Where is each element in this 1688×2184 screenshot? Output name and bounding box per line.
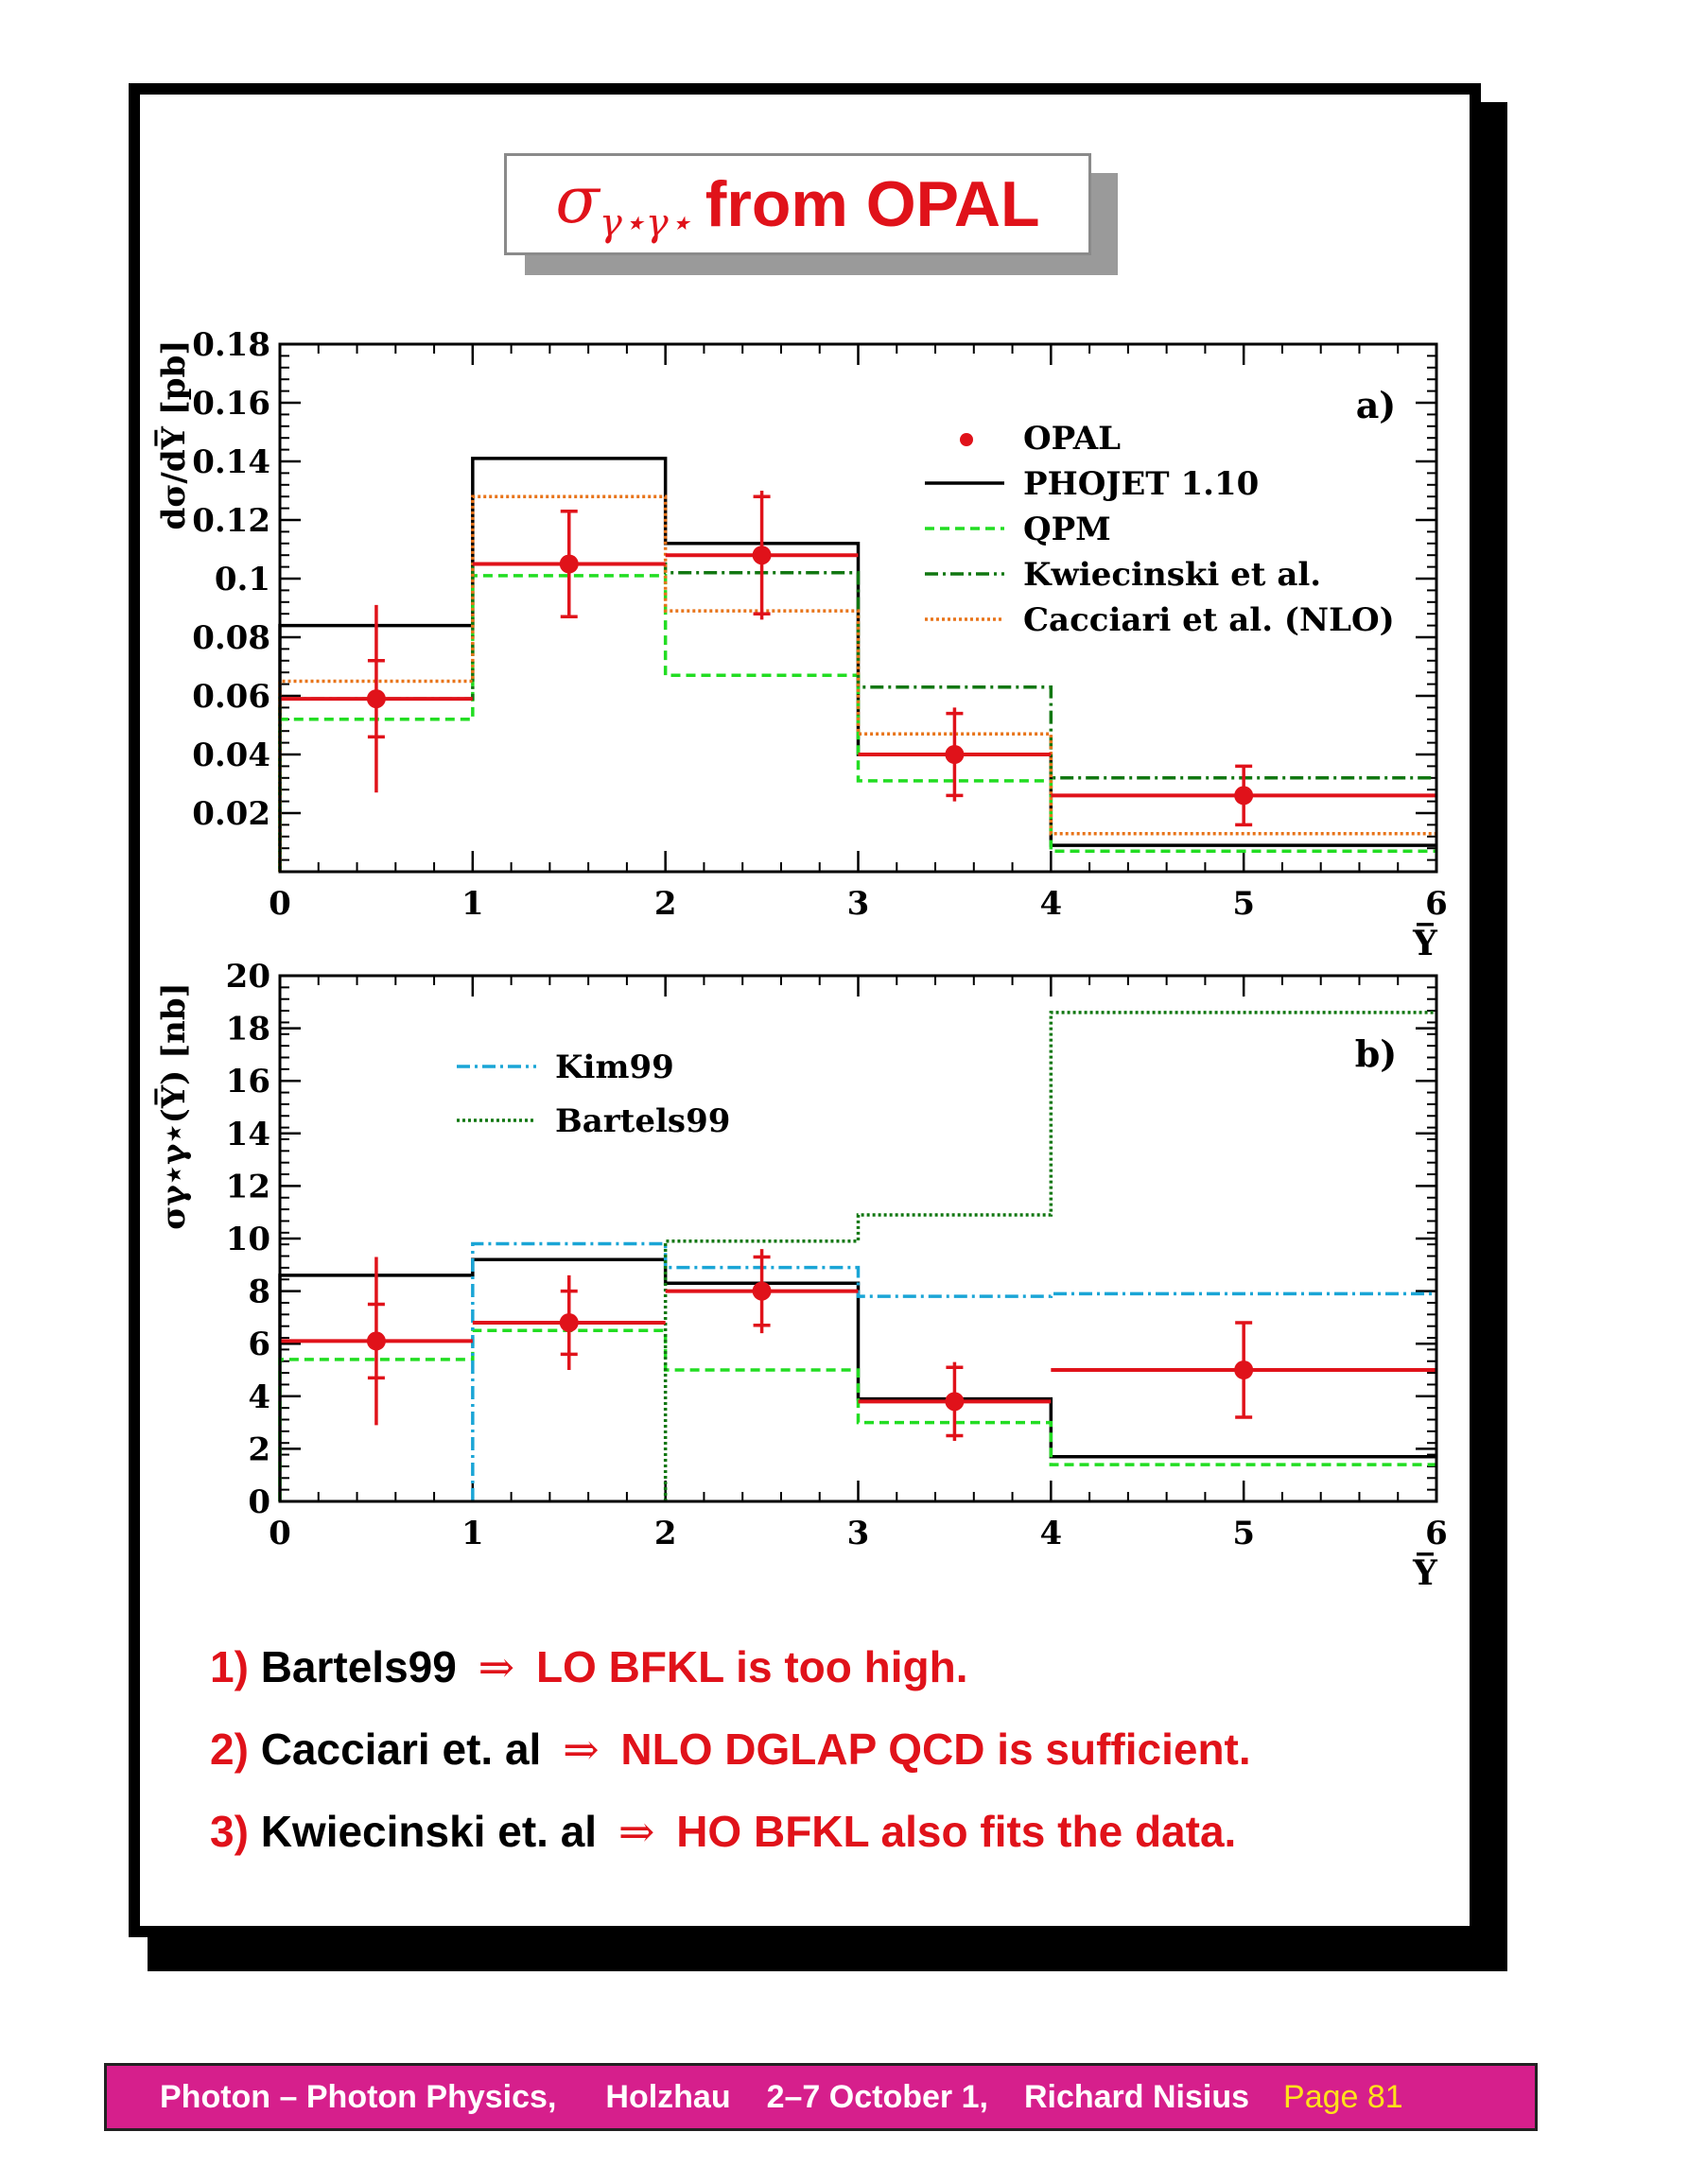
conclusion-claim: LO BFKL is too high. (535, 1642, 968, 1691)
legend-label: OPAL (1023, 420, 1121, 458)
y-tick-label: 0.04 (192, 737, 270, 774)
slide-frame (129, 83, 1481, 1937)
x-tick-label: 1 (461, 885, 484, 923)
data-point (752, 546, 772, 565)
conclusion-subject: Cacciari et. al (260, 1725, 542, 1774)
y-tick-label: 0.14 (192, 443, 270, 481)
conclusion-number: 1) (210, 1642, 249, 1691)
footer-bar: Photon – Photon Physics , Holzhau 2–7 Oc… (104, 2063, 1538, 2131)
data-point (945, 1392, 965, 1412)
y-tick-label: 2 (248, 1430, 270, 1468)
data-point (559, 554, 579, 574)
data-point (1234, 786, 1254, 806)
x-tick-label: 4 (1039, 885, 1062, 923)
y-tick-label: 0.1 (215, 561, 270, 598)
x-tick-label: 2 (654, 885, 677, 923)
legend-label: Bartels99 (555, 1102, 730, 1140)
data-point (945, 745, 965, 764)
data-point (559, 1312, 579, 1332)
implies-arrow-icon: ⇒ (478, 1641, 515, 1692)
conclusion-claim: NLO DGLAP QCD is sufficient. (620, 1725, 1251, 1774)
x-tick-label: 4 (1039, 1515, 1062, 1552)
y-tick-label: 4 (248, 1378, 270, 1416)
y-tick-label: 12 (226, 1168, 270, 1205)
data-point (752, 1281, 772, 1301)
y-axis-label: dσ/dY̅ [pb] (154, 340, 193, 530)
x-tick-label: 5 (1232, 885, 1255, 923)
hist-line-phojet-1-10 (278, 457, 1436, 872)
x-axis-label: Y̅ (1412, 922, 1438, 963)
implies-arrow-icon: ⇒ (618, 1806, 655, 1857)
plot-frame (278, 342, 1438, 874)
legend-marker (960, 433, 973, 446)
x-tick-label: 6 (1425, 1515, 1448, 1552)
x-tick-label: 3 (847, 885, 870, 923)
y-tick-label: 0.08 (192, 619, 270, 657)
hist-line-qpm (278, 574, 1436, 872)
y-tick-label: 10 (226, 1221, 270, 1258)
x-tick-label: 5 (1232, 1515, 1255, 1552)
slide-title: σγ⋆γ⋆ from OPAL (504, 153, 1091, 255)
data-point (366, 689, 386, 709)
legend-label: PHOJET 1.10 (1023, 465, 1259, 503)
hist-line-qpm (278, 1328, 1436, 1501)
y-tick-label: 0 (248, 1483, 270, 1521)
x-tick-label: 1 (461, 1515, 484, 1552)
x-tick-label: 0 (269, 885, 291, 923)
footer-page-number: Page 81 (1283, 2078, 1403, 2115)
conclusion-number: 3) (210, 1807, 249, 1856)
y-tick-label: 0.02 (192, 795, 270, 833)
legend-label: Cacciari et al. (NLO) (1023, 601, 1395, 639)
implies-arrow-icon: ⇒ (563, 1724, 600, 1775)
data-point (366, 1331, 386, 1351)
title-text: from OPAL (705, 168, 1040, 240)
x-axis-label: Y̅ (1412, 1551, 1438, 1593)
footer-dates: 2–7 October 1, (766, 2078, 988, 2115)
x-tick-label: 3 (847, 1515, 870, 1552)
sigma-symbol: σγ⋆γ⋆ (555, 164, 692, 245)
x-tick-label: 0 (269, 1515, 291, 1552)
y-tick-label: 14 (226, 1116, 270, 1153)
footer-topic: Photon – Photon Physics (160, 2078, 548, 2115)
y-tick-label: 0.06 (192, 678, 270, 716)
panel-label: a) (1356, 384, 1397, 426)
x-tick-label: 6 (1425, 885, 1448, 923)
conclusion-number: 2) (210, 1725, 249, 1774)
y-tick-label: 0.18 (192, 326, 270, 364)
plot-frame (278, 974, 1438, 1503)
conclusion-claim: HO BFKL also fits the data. (676, 1807, 1237, 1856)
conclusion-1: 1) Bartels99 ⇒ LO BFKL is too high. (210, 1641, 967, 1692)
conclusion-3: 3) Kwiecinski et. al ⇒ HO BFKL also fits… (210, 1806, 1236, 1857)
y-tick-label: 20 (226, 958, 270, 996)
legend-label: Kim99 (555, 1049, 674, 1086)
legend-label: Kwiecinski et al. (1023, 556, 1321, 594)
conclusion-2: 2) Cacciari et. al ⇒ NLO DGLAP QCD is su… (210, 1724, 1251, 1775)
y-axis-label: σγ⋆γ⋆(Y̅) [nb] (154, 982, 193, 1229)
legend-label: QPM (1023, 511, 1111, 548)
y-tick-label: 0.12 (192, 502, 270, 540)
data-point (1234, 1361, 1254, 1379)
panel-label: b) (1355, 1032, 1398, 1075)
y-tick-label: 6 (248, 1326, 270, 1363)
footer-place: Holzhau (605, 2078, 731, 2115)
conclusion-subject: Bartels99 (260, 1642, 457, 1691)
y-tick-label: 0.16 (192, 385, 270, 423)
y-tick-label: 16 (226, 1063, 270, 1101)
conclusion-subject: Kwiecinski et. al (260, 1807, 598, 1856)
footer-author: Richard Nisius (1023, 2078, 1250, 2115)
y-tick-label: 18 (226, 1011, 270, 1049)
y-tick-label: 8 (248, 1274, 270, 1311)
x-tick-label: 2 (654, 1515, 677, 1552)
chart-panel-a: 0.02 0.04 0.06 0.08 0.1 0.12 0.14 0.16 0.18 0 1 2 3 4… (154, 326, 1448, 963)
hist-line-bartels99 (663, 1011, 1436, 1501)
